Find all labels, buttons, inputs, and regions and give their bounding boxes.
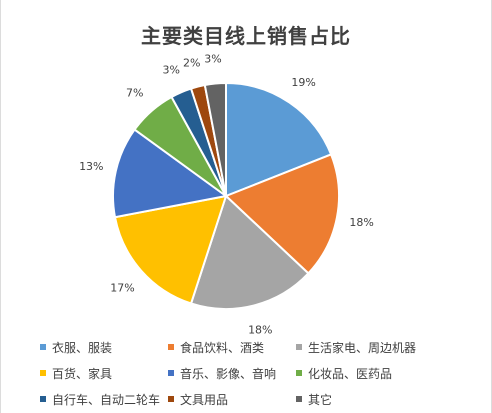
legend-swatch [296, 396, 302, 402]
legend-label: 其它 [308, 392, 333, 407]
data-label: 17% [110, 281, 134, 294]
legend-label: 百货、家具 [52, 366, 113, 381]
legend-item: 食品饮料、酒类 [168, 338, 290, 356]
pie-slice [113, 194, 228, 305]
legend-label: 生活家电、周边机器 [308, 340, 417, 355]
data-label: 3% [162, 63, 179, 76]
legend-label: 音乐、影像、音响 [180, 366, 277, 381]
data-label: 13% [79, 160, 103, 173]
legend-item: 文具用品 [168, 390, 290, 408]
legend-swatch [168, 344, 174, 350]
data-label: 3% [204, 53, 221, 66]
pie-slice [112, 128, 229, 219]
legend-label: 自行车、自动二轮车 [52, 392, 161, 407]
legend-item: 百货、家具 [40, 364, 162, 382]
legend-swatch [40, 344, 46, 350]
legend-swatch [168, 396, 174, 402]
data-label: 19% [291, 76, 315, 89]
legend-label: 食品饮料、酒类 [180, 340, 265, 355]
pie-slice [225, 81, 333, 198]
data-label: 18% [248, 324, 272, 337]
legend-item: 化妆品、医药品 [296, 364, 456, 382]
legend-swatch [168, 370, 174, 376]
legend-item: 音乐、影像、音响 [168, 364, 290, 382]
data-label: 18% [349, 216, 373, 229]
data-label: 7% [126, 87, 143, 100]
chart-title: 主要类目线上销售占比 [141, 24, 351, 48]
pie-slice [189, 194, 310, 310]
legend-item: 生活家电、周边机器 [296, 338, 456, 356]
legend-item: 自行车、自动二轮车 [40, 390, 162, 408]
pie-slice [203, 81, 227, 197]
legend-swatch [40, 396, 46, 402]
legend-label: 文具用品 [180, 392, 229, 407]
legend-label: 化妆品、医药品 [308, 366, 393, 381]
legend-label: 衣服、服装 [52, 340, 113, 355]
pie-slice [224, 153, 340, 275]
legend-item: 衣服、服装 [40, 338, 162, 356]
legend-swatch [40, 370, 46, 376]
data-label: 2% [183, 56, 200, 69]
legend-item: 其它 [296, 390, 456, 408]
legend-swatch [296, 370, 302, 376]
legend: 衣服、服装 食品饮料、酒类 生活家电、周边机器百货、家具 音乐、影像、音响 化妆品、医药… [40, 338, 480, 408]
legend-swatch [296, 344, 302, 350]
